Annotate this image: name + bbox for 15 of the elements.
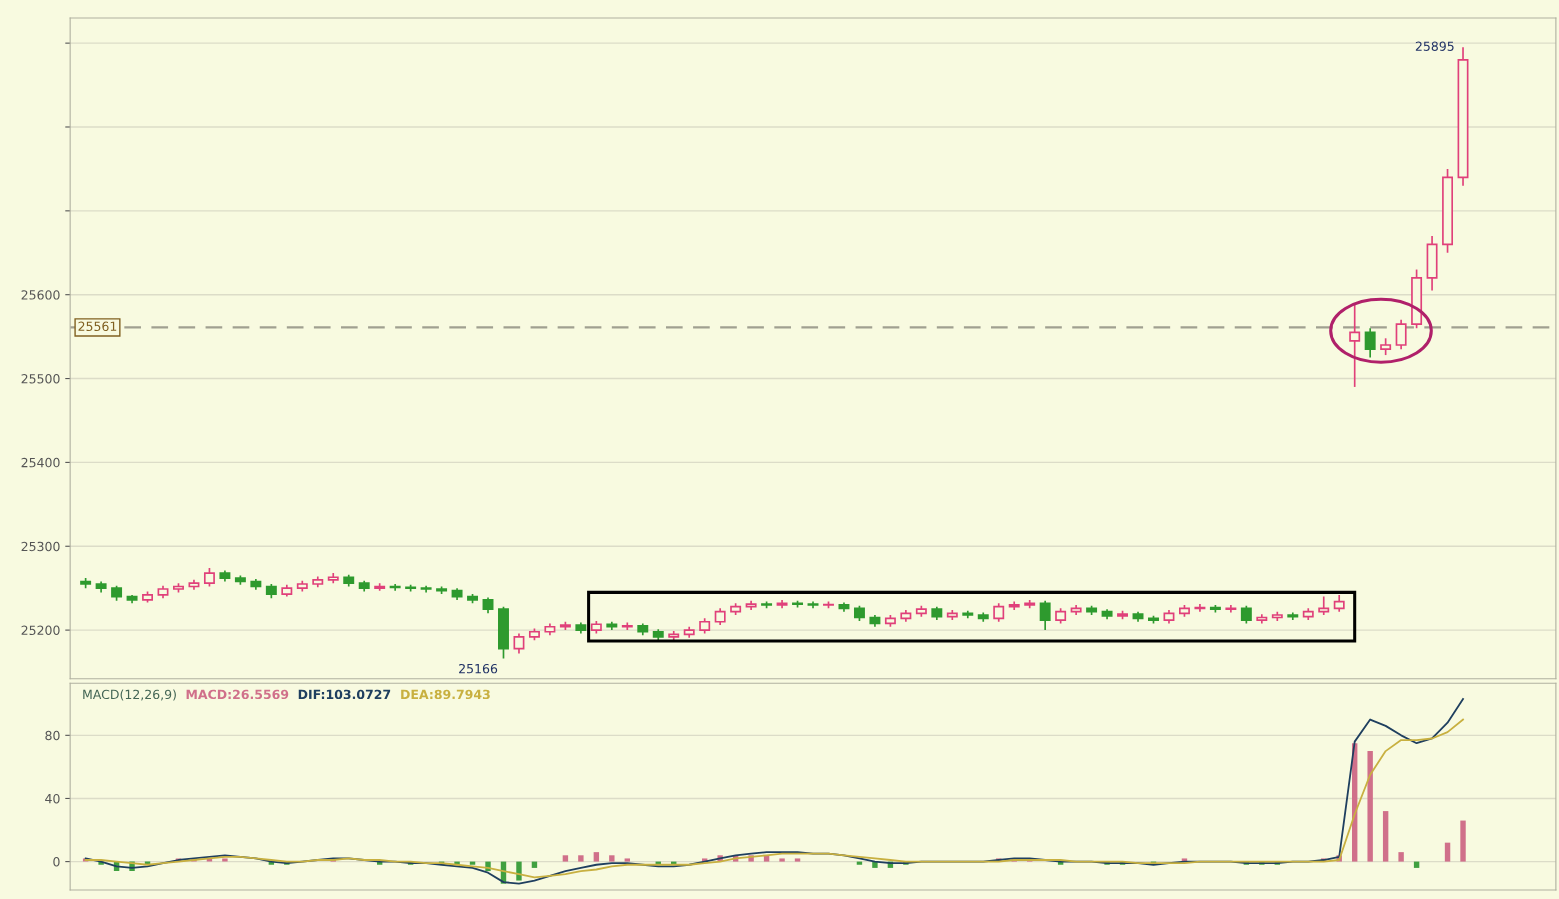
text: DIF:103.0727: [298, 689, 391, 700]
y-tick-label: 80: [45, 730, 60, 741]
chart-title: MACD(12,26,9): [83, 689, 176, 701]
y-tick-label: 25400: [21, 457, 60, 468]
y-tick-label: 25300: [21, 541, 60, 552]
y-tick-label: 25600: [21, 290, 60, 300]
y-tick-label: 0: [53, 857, 60, 867]
text: MACD:26.5569: [186, 689, 289, 700]
y-tick-label: 25500: [21, 374, 60, 384]
y-tick-label: 25200: [21, 625, 60, 636]
ref-line-label: 25561: [78, 321, 117, 332]
annotation: 25166: [459, 663, 498, 674]
annotation: 25895: [1415, 41, 1454, 51]
y-tick-label: 40: [45, 793, 60, 804]
text: DEA:89.7943: [401, 689, 490, 700]
